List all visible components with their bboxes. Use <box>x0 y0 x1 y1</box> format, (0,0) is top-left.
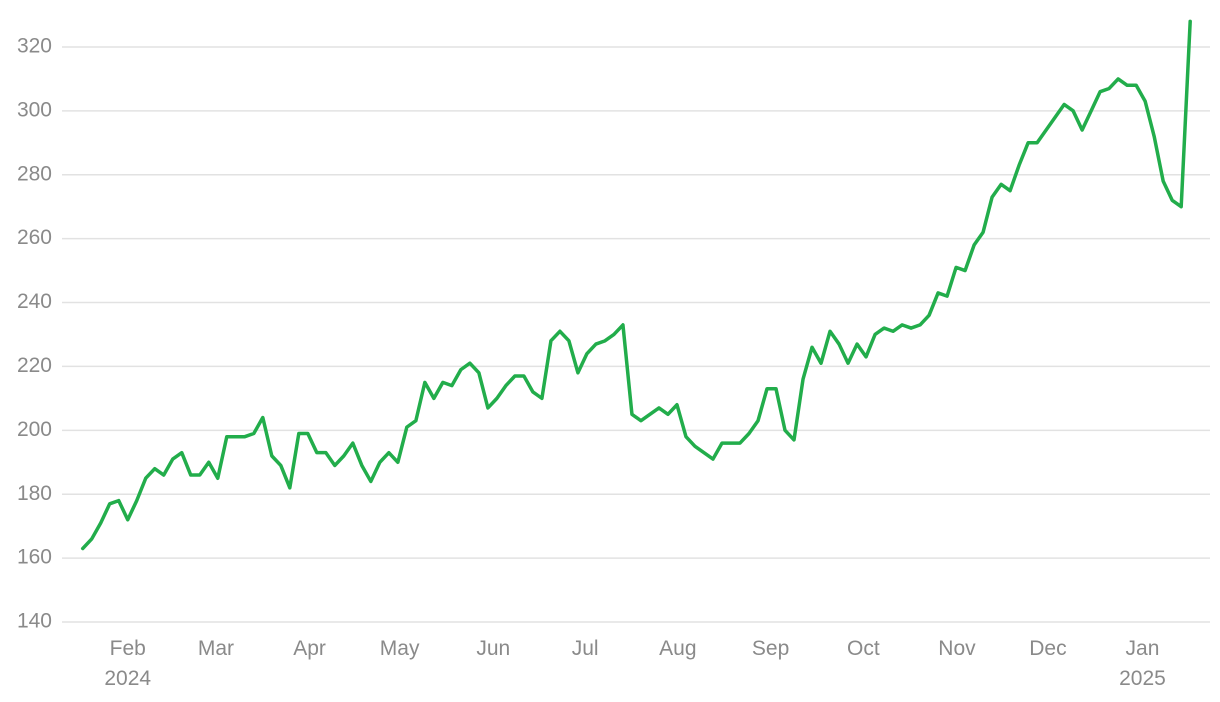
y-tick-label: 220 <box>17 354 52 377</box>
y-tick-label: 280 <box>17 162 52 185</box>
y-tick-label: 240 <box>17 290 52 313</box>
y-tick-label: 180 <box>17 482 52 505</box>
x-tick-label: May <box>379 637 420 660</box>
x-tick-label: Jan 2025 <box>1119 637 1166 690</box>
y-tick-label: 160 <box>17 546 52 569</box>
y-tick-label: 300 <box>17 98 52 121</box>
x-tick-label: Mar <box>197 637 235 660</box>
y-tick-label: 200 <box>17 418 52 441</box>
y-tick-label: 320 <box>17 34 52 57</box>
x-tick-label: Feb 2024 <box>104 637 152 690</box>
x-tick-label: Nov <box>938 637 976 660</box>
x-tick-label: Jul <box>571 637 599 660</box>
x-tick-label: Jun <box>476 637 511 660</box>
x-tick-label: Aug <box>659 637 697 660</box>
x-tick-label: Sep <box>751 637 790 660</box>
y-tick-label: 260 <box>17 226 52 249</box>
y-tick-label: 140 <box>17 610 52 633</box>
x-tick-label: Oct <box>847 637 880 660</box>
x-tick-label: Dec <box>1029 637 1067 660</box>
price-line <box>80 19 1192 551</box>
x-tick-label: Apr <box>293 637 326 660</box>
